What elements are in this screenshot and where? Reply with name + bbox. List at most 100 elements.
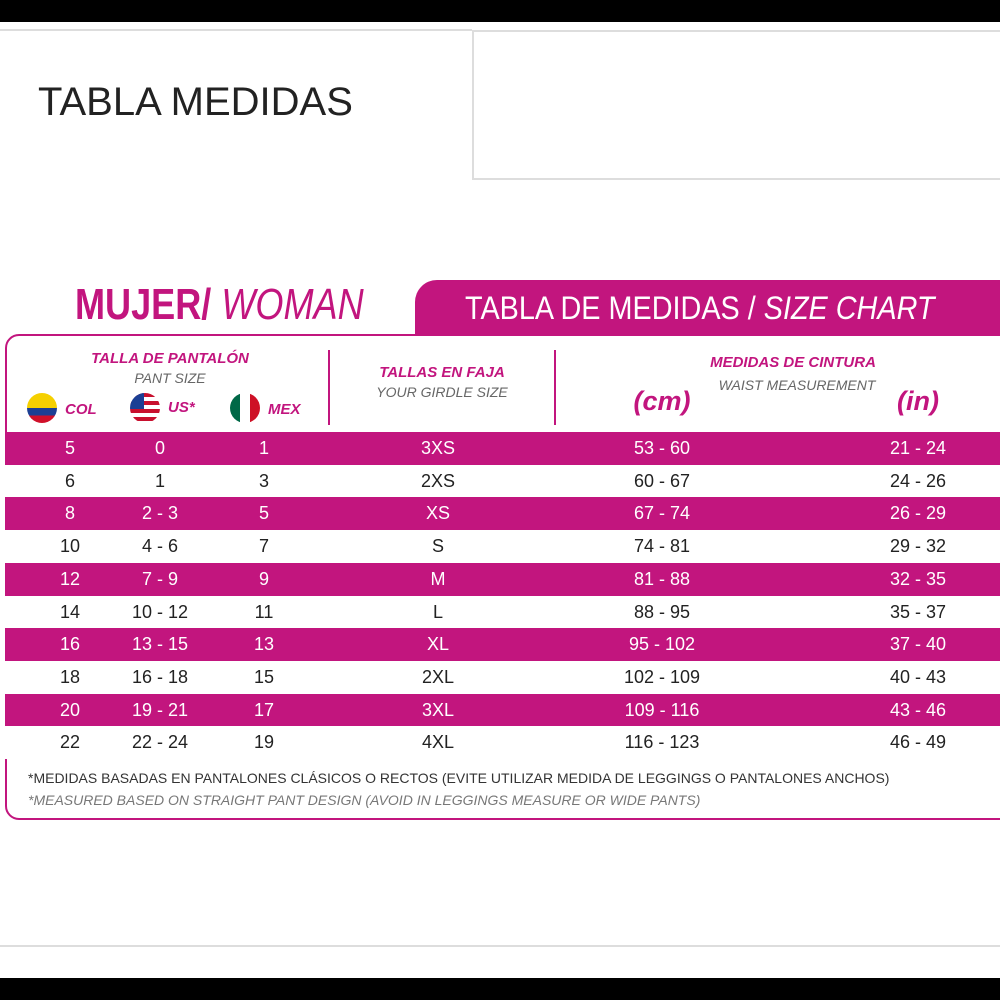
table-cell: 102 - 109 <box>623 666 701 687</box>
table-cell: 4XL <box>421 732 455 753</box>
bottom-bar <box>0 978 1000 1000</box>
table-cell: 3 <box>258 470 270 491</box>
table-cell: 7 <box>258 536 270 557</box>
table-cell: 2 - 3 <box>141 503 179 524</box>
divider <box>0 29 472 31</box>
table-cell: 67 - 74 <box>633 503 691 524</box>
table-cell: 12 <box>59 568 81 589</box>
table-cell: 16 - 18 <box>131 666 189 687</box>
table-cell: 60 - 67 <box>633 470 691 491</box>
table-cell: 22 <box>59 732 81 753</box>
table-cell: 88 - 95 <box>633 601 691 622</box>
table-cell: 4 - 6 <box>141 536 179 557</box>
table-cell: 24 - 26 <box>889 470 947 491</box>
table-cell: 95 - 102 <box>628 634 696 655</box>
table-cell: 20 <box>59 699 81 720</box>
heading: MUJER/ WOMAN <box>75 280 364 330</box>
country: COL <box>65 401 97 418</box>
table-cell: 19 - 21 <box>131 699 189 720</box>
table-row: 14 10 - 12 11 L 88 - 95 35 - 37 <box>5 595 1000 629</box>
unit-cm: (cm) <box>633 386 691 416</box>
table-cell: M <box>430 568 446 589</box>
table-cell: 18 <box>59 666 81 687</box>
table-cell: 32 - 35 <box>889 568 947 589</box>
table-cell: 43 - 46 <box>889 699 947 720</box>
flag-col <box>27 393 57 423</box>
header-divider <box>328 350 330 425</box>
table-cell: 53 - 60 <box>633 438 691 458</box>
table-cell: 17 <box>253 699 275 720</box>
table-cell: 7 - 9 <box>141 568 179 589</box>
pant-subtitle: PANT SIZE <box>134 370 206 386</box>
table-cell: 1 <box>154 470 166 491</box>
waist-subtitle: WAIST MEASUREMENT <box>718 377 876 393</box>
banner <box>415 280 1000 334</box>
table-cell: 13 - 15 <box>131 634 189 655</box>
table-cell: 2XL <box>421 666 455 687</box>
table-cell: 116 - 123 <box>624 732 700 753</box>
divider <box>0 945 1000 947</box>
table-cell: 8 <box>64 503 76 524</box>
table-cell: 46 - 49 <box>889 732 947 753</box>
page-title: TABLA MEDIDAS <box>38 80 353 124</box>
empty-box <box>472 30 1000 180</box>
table-cell: 35 - 37 <box>889 601 947 622</box>
footnote: *MEDIDAS BASADAS EN PANTALONES CLÁSICOS … <box>28 770 890 786</box>
table-cell: 109 - 116 <box>624 699 700 720</box>
girdle-subtitle: YOUR GIRDLE SIZE <box>376 384 508 400</box>
table-cell: 81 - 88 <box>633 568 691 589</box>
table-row: 10 4 - 6 7 S 74 - 81 29 - 32 <box>5 530 1000 564</box>
table-cell: 5 <box>64 438 76 458</box>
table-cell: 22 - 24 <box>131 732 189 753</box>
table-row: 5 0 1 3XS 53 - 60 21 - 24 <box>5 432 1000 465</box>
table-cell: 15 <box>253 666 275 687</box>
table-cell: 29 - 32 <box>889 536 947 557</box>
table-row: 16 13 - 15 13 XL 95 - 102 37 - 40 <box>5 628 1000 662</box>
table-cell: 0 <box>154 438 166 458</box>
pant-title: TALLA DE PANTALÓN <box>91 350 249 367</box>
table-row: 18 16 - 18 15 2XL 102 - 109 40 - 43 <box>5 660 1000 694</box>
table-cell: L <box>432 601 444 622</box>
table-row: 22 22 - 24 19 4XL 116 - 123 46 - 49 <box>5 726 1000 760</box>
top-bar <box>0 0 1000 22</box>
table-cell: 19 <box>253 732 275 753</box>
table-cell: XS <box>425 503 451 524</box>
table-cell: 10 - 12 <box>131 601 189 622</box>
table-cell: 3XS <box>420 438 456 458</box>
waist-title: MEDIDAS DE CINTURA <box>710 354 876 371</box>
table-cell: 21 - 24 <box>889 438 947 458</box>
table-row: 12 7 - 9 9 M 81 - 88 32 - 35 <box>5 562 1000 596</box>
table-row: 20 19 - 21 17 3XL 109 - 116 43 - 46 <box>5 693 1000 727</box>
flag-us <box>130 393 160 423</box>
header-divider <box>554 350 556 425</box>
country: US* <box>168 399 195 416</box>
table-cell: 37 - 40 <box>889 634 947 655</box>
heading-italic: WOMAN <box>221 280 364 329</box>
table-cell: XL <box>426 634 450 655</box>
table-cell: 74 - 81 <box>633 536 691 557</box>
country: MEX <box>268 401 301 418</box>
heading-bold: MUJER/ <box>75 280 212 329</box>
table-row: 6 1 3 2XS 60 - 67 24 - 26 <box>5 464 1000 498</box>
table-cell: 5 <box>258 503 270 524</box>
table-cell: 14 <box>59 601 81 622</box>
banner-plain: TABLA DE MEDIDAS / <box>465 290 756 326</box>
table-cell: 1 <box>258 438 270 458</box>
table-cell: 9 <box>258 568 270 589</box>
table-row: 8 2 - 3 5 XS 67 - 74 26 - 29 <box>5 497 1000 531</box>
banner-text: TABLA DE MEDIDAS / SIZE CHART <box>465 290 934 327</box>
flag-mex <box>230 393 260 423</box>
table-cell: 26 - 29 <box>889 503 947 524</box>
table-cell: 6 <box>64 470 76 491</box>
table-cell: 11 <box>254 601 274 622</box>
table-cell: 13 <box>253 634 275 655</box>
table-cell: 2XS <box>420 470 456 491</box>
girdle-title: TALLAS EN FAJA <box>379 364 505 381</box>
table-cell: 3XL <box>421 699 455 720</box>
table-cell: 10 <box>59 536 81 557</box>
unit-in: (in) <box>897 386 939 416</box>
table-cell: S <box>431 536 445 557</box>
footnote: *MEASURED BASED ON STRAIGHT PANT DESIGN … <box>28 792 701 808</box>
table-cell: 40 - 43 <box>889 666 947 687</box>
